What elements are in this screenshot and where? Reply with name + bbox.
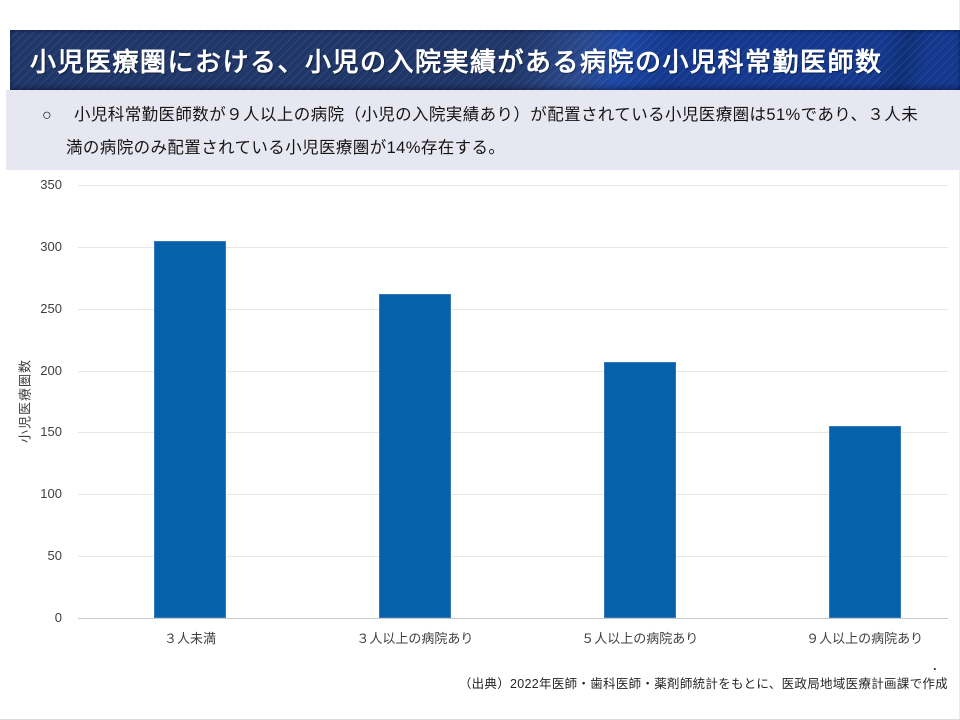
y-tick-label: 150 <box>40 424 62 440</box>
y-tick-label: 250 <box>40 300 62 316</box>
y-tick-label: 100 <box>40 486 62 502</box>
gridline <box>78 185 948 186</box>
circle-bullet-icon: ○ <box>42 107 52 124</box>
x-tick-label: ３人以上の病院あり <box>356 631 474 646</box>
gridline <box>78 246 948 248</box>
bar <box>828 426 901 618</box>
x-tick-label: ３人未満 <box>163 631 216 646</box>
slide-title: 小児医療圏における、小児の入院実績がある病院の小児科常勤医師数 <box>30 46 883 77</box>
bar <box>603 361 676 618</box>
bar <box>378 293 451 618</box>
title-banner: 小児医療圏における、小児の入院実績がある病院の小児科常勤医師数 <box>10 30 960 90</box>
y-tick-label: 300 <box>40 238 62 254</box>
stray-period-mark: . <box>933 658 937 673</box>
gridline <box>78 494 948 496</box>
x-tick-label: ５人以上の病院あり <box>581 631 699 646</box>
summary-line-2: 満の病院のみ配置されている小児医療圏が14%存在する。 <box>66 139 506 157</box>
y-tick-label: 350 <box>40 177 62 192</box>
gridline <box>78 556 948 558</box>
gridline <box>78 370 948 372</box>
gridline <box>78 308 948 310</box>
y-tick-label: 200 <box>40 362 62 378</box>
summary-box: ○ 小児科常勤医師数が９人以上の病院（小児の入院実績あり）が配置されている小児医… <box>6 90 960 170</box>
bar <box>154 240 226 618</box>
summary-line-1: 小児科常勤医師数が９人以上の病院（小児の入院実績あり）が配置されている小児医療圏… <box>74 106 919 124</box>
x-tick-label: ９人以上の病院あり <box>806 631 924 646</box>
source-citation: （出典）2022年医師・歯科医師・薬剤師統計をもとに、医政局地域医療計画課で作成 <box>458 677 948 691</box>
y-tick-label: 50 <box>47 548 62 564</box>
gridline <box>78 432 948 434</box>
y-tick-label: 0 <box>54 610 62 625</box>
summary-text: 小児科常勤医師数が９人以上の病院（小児の入院実績あり）が配置されている小児医療圏… <box>6 90 960 165</box>
x-axis-line <box>78 618 948 619</box>
